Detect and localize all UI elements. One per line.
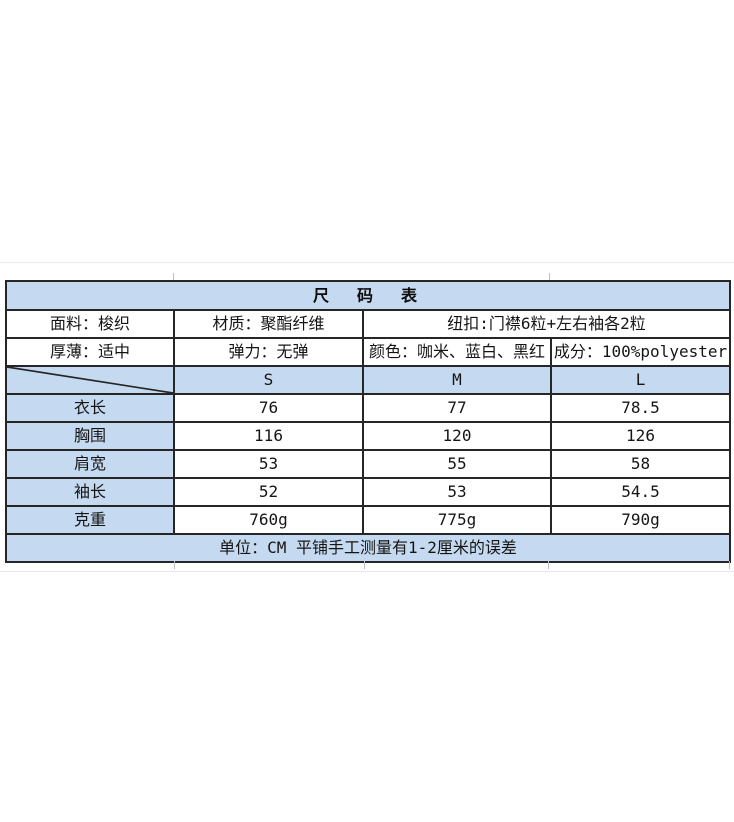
gridline-artifact: [174, 561, 175, 569]
value-cell: 54.5: [549, 477, 732, 507]
gridline-artifact: [0, 571, 734, 572]
gridline-artifact: [729, 561, 730, 569]
gridline-artifact: [0, 262, 734, 263]
table-row-garment-length: 衣长 76 77 78.5: [5, 393, 732, 423]
table-row-weight: 克重 760g 775g 790g: [5, 505, 732, 535]
table-row-info-1: 面料：梭织 材质：聚酯纤维 纽扣:门襟6粒+左右袖各2粒: [5, 309, 732, 339]
diagonal-line: [8, 368, 172, 392]
value-cell: 53: [173, 449, 364, 479]
row-label: 衣长: [5, 393, 175, 423]
value-cell: 775g: [362, 505, 552, 535]
size-col-header-m: M: [362, 365, 552, 395]
row-label: 克重: [5, 505, 175, 535]
value-cell: 58: [549, 449, 732, 479]
table-row-footer: 单位：CM 平铺手工测量有1-2厘米的误差: [4, 533, 732, 563]
unit-note: 单位：CM 平铺手工测量有1-2厘米的误差: [4, 533, 732, 563]
gridline-artifact: [173, 273, 174, 280]
chart-title: 尺 码 表: [4, 280, 732, 311]
size-col-header-s: S: [173, 365, 364, 395]
row-label: 肩宽: [5, 449, 175, 479]
value-cell: 78.5: [549, 393, 732, 423]
value-cell: 53: [362, 477, 552, 507]
table-row-size-header: S M L: [5, 365, 732, 395]
value-cell: 790g: [549, 505, 732, 535]
gridline-artifact: [548, 561, 549, 569]
value-cell: 760g: [173, 505, 364, 535]
stretch-cell: 弹力：无弹: [173, 337, 364, 367]
value-cell: 126: [549, 421, 732, 451]
colorways-cell: 颜色：咖米、蓝白、黑红: [362, 337, 552, 367]
material-cell: 材质：聚酯纤维: [173, 309, 364, 339]
fabric-cell: 面料：梭织: [5, 309, 175, 339]
gridline-artifact: [364, 561, 365, 569]
value-cell: 116: [173, 421, 364, 451]
size-col-header-l: L: [549, 365, 732, 395]
table-row-title: 尺 码 表: [4, 280, 732, 311]
size-chart-table: 尺 码 表 面料：梭织 材质：聚酯纤维 纽扣:门襟6粒+左右袖各2粒 厚薄：适中…: [4, 280, 732, 563]
diagonal-header-cell: [5, 365, 175, 395]
value-cell: 76: [173, 393, 364, 423]
composition-cell: 成分：100%polyester: [549, 337, 732, 367]
table-row-info-2: 厚薄：适中 弹力：无弹 颜色：咖米、蓝白、黑红 成分：100%polyester: [5, 337, 732, 367]
row-label: 袖长: [5, 477, 175, 507]
buttons-cell: 纽扣:门襟6粒+左右袖各2粒: [361, 309, 732, 339]
value-cell: 77: [362, 393, 552, 423]
table-row-sleeve: 袖长 52 53 54.5: [5, 477, 732, 507]
value-cell: 55: [362, 449, 552, 479]
gridline-artifact: [549, 273, 550, 280]
table-row-shoulder: 肩宽 53 55 58: [5, 449, 732, 479]
table-row-bust: 胸围 116 120 126: [5, 421, 732, 451]
thickness-cell: 厚薄：适中: [5, 337, 175, 367]
row-label: 胸围: [5, 421, 175, 451]
value-cell: 52: [173, 477, 364, 507]
value-cell: 120: [362, 421, 552, 451]
